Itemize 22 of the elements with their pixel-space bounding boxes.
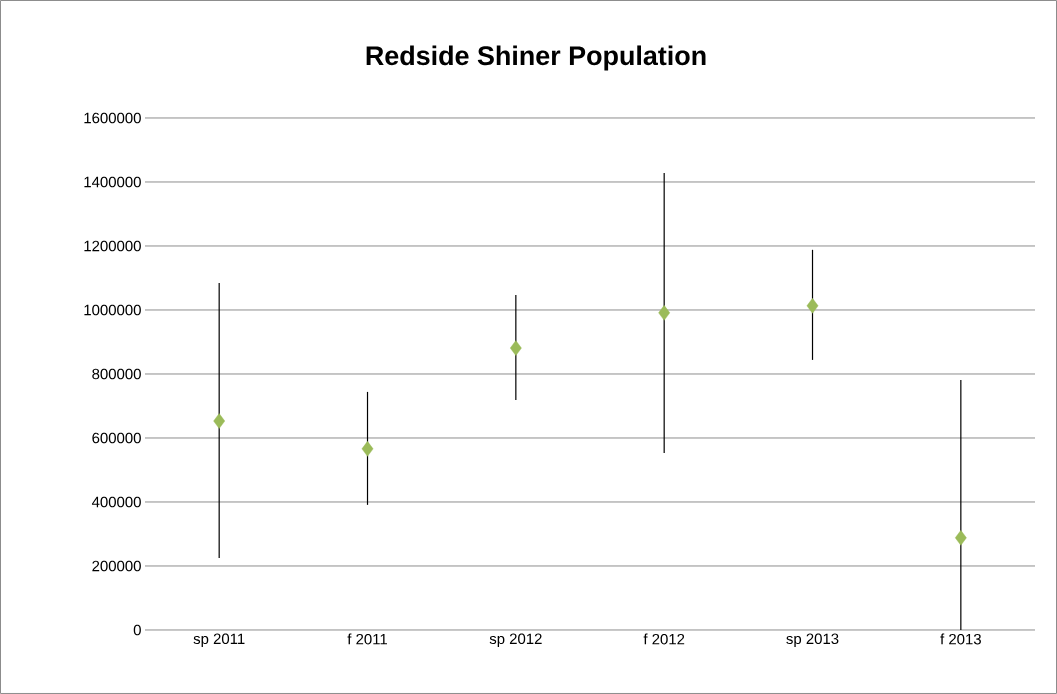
x-tick-label: f 2013 [940,633,981,645]
point [361,441,374,457]
y-tick-label: 400000 [91,496,141,508]
y-tick-label: 600000 [92,432,141,444]
x-tick-label: sp 2013 [786,633,839,648]
point [658,305,670,321]
point [955,530,967,546]
point [806,298,819,314]
y-tick-label: 0 [133,624,141,636]
x-tick-label: sp 2012 [489,633,542,648]
y-tick-label: 1600000 [84,112,141,124]
chart-title: Redside Shiner Population [366,45,706,71]
y-tick-label: 1400000 [84,176,141,188]
y-tick-label: 800000 [92,368,141,380]
x-tick-label: sp 2011 [193,633,245,648]
y-tick-label: 1200000 [84,240,141,252]
point [510,340,522,356]
x-tick-label: f 2011 [347,633,387,645]
y-tick-label: 200000 [92,560,141,572]
x-tick-label: f 2012 [643,633,685,645]
point [213,413,225,429]
y-tick-label: 1000000 [84,304,141,316]
